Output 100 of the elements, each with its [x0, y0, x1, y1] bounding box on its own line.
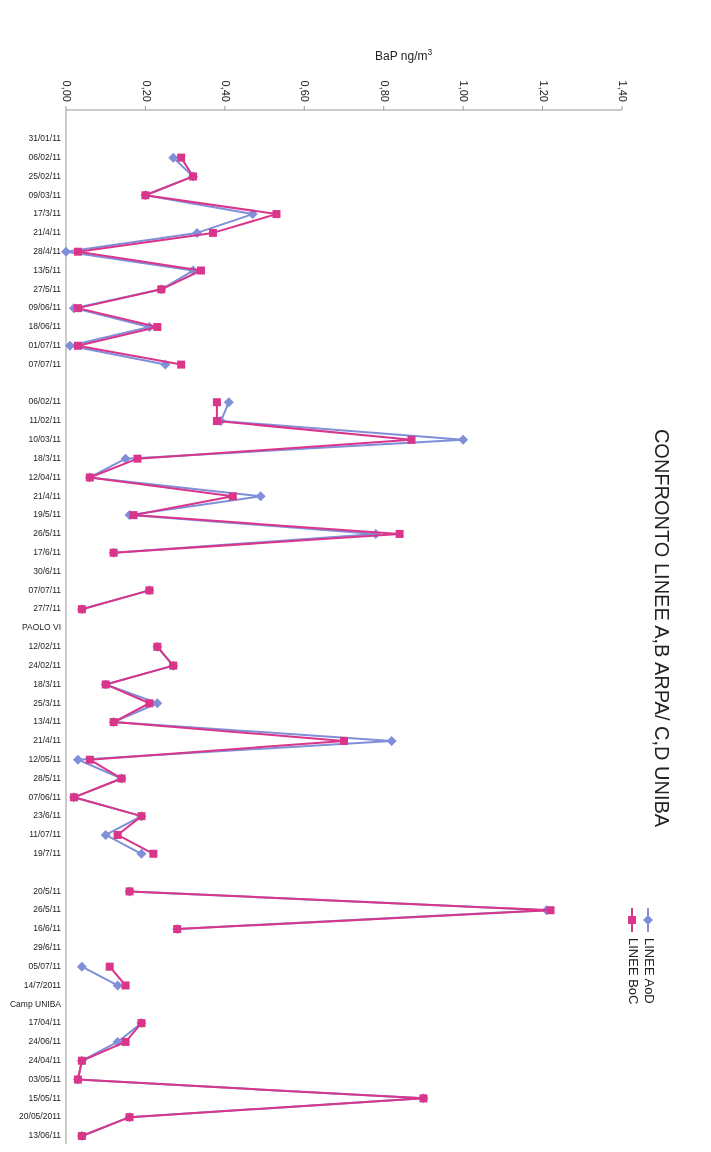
point [145, 699, 154, 708]
y-tick-label: Camp UNIBA [9, 998, 62, 1009]
x-tick-label: 1,20 [537, 80, 550, 102]
x-tick-label: 0,40 [219, 80, 232, 102]
point [228, 492, 237, 501]
y-tick-label: PAOLO VI [21, 622, 61, 633]
point [177, 153, 186, 162]
y-tick-label: 19/7/11 [33, 848, 62, 859]
y-tick-label: 09/06/11 [28, 302, 62, 313]
x-axis-title: BaP ng/m$^{3}$ [374, 47, 433, 63]
point [72, 754, 83, 765]
y-tick-label: 18/3/11 [33, 678, 62, 689]
y-tick-label: 12/05/11 [28, 753, 62, 764]
y-tick-label: 12/02/11 [28, 641, 62, 652]
point [208, 228, 217, 237]
y-tick-label: 20/5/11 [33, 885, 62, 896]
y-tick-label: 01/07/11 [28, 340, 62, 351]
y-tick-label: 29/6/11 [33, 942, 62, 953]
y-tick-label: 12/04/11 [28, 471, 62, 482]
legend-label: LINEE BoC [625, 938, 641, 1005]
x-tick-label: 0,60 [299, 80, 312, 102]
y-tick-label: 24/04/11 [28, 1054, 62, 1065]
y-tick-label: 11/02/11 [29, 415, 62, 426]
y-tick-label: 17/6/11 [33, 546, 62, 557]
point [73, 341, 82, 350]
y-tick-label: 21/4/11 [33, 735, 62, 746]
y-tick-label: 06/02/11 [28, 151, 62, 162]
y-tick-label: 21/4/11 [33, 227, 62, 238]
y-tick-label: 17/04/11 [28, 1017, 62, 1028]
point [152, 698, 163, 709]
point [112, 980, 123, 991]
point [212, 398, 221, 407]
point [85, 755, 94, 764]
y-tick-label: 09/03/11 [28, 189, 62, 200]
y-tick-label: 14/7/2011 [23, 979, 62, 990]
point [223, 397, 234, 408]
point [546, 906, 555, 915]
y-tick-label: 15/05/11 [28, 1092, 62, 1103]
y-tick-label: 13/4/11 [33, 716, 62, 727]
y-tick-label: 24/06/11 [28, 1036, 62, 1047]
point [133, 454, 142, 463]
point [340, 736, 348, 745]
y-tick-label: 18/3/11 [33, 452, 62, 463]
y-tick-label: 18/06/11 [28, 321, 62, 332]
y-tick-label: 16/6/11 [33, 923, 62, 934]
point [121, 1037, 130, 1046]
point [64, 340, 75, 351]
point [129, 511, 138, 520]
point [458, 434, 469, 445]
y-tick-label: 31/01/11 [28, 133, 62, 144]
point [76, 961, 87, 972]
point [73, 247, 82, 256]
x-tick-label: 0,20 [140, 80, 153, 102]
point [113, 830, 122, 839]
point [177, 360, 186, 369]
y-tick-label: 23/6/11 [33, 810, 62, 821]
x-tick-label: 0,80 [378, 80, 391, 102]
y-tick-label: 24/02/11 [28, 659, 62, 670]
y-tick-label: 25/02/11 [28, 170, 62, 181]
text: CONFRONTO LINEE A,B ARPA/ C,D UNIBA [650, 428, 673, 828]
y-tick-label: 28/4/11 [33, 245, 62, 256]
y-tick-label: 21/4/11 [33, 490, 62, 501]
y-tick-label: 06/02/11 [28, 396, 62, 407]
point [120, 453, 131, 464]
point [73, 304, 82, 313]
y-tick-label: 13/06/11 [28, 1130, 62, 1141]
point [212, 417, 221, 426]
point [407, 435, 416, 444]
x-tick-label: 1,40 [617, 80, 630, 102]
point [100, 829, 111, 840]
point [61, 246, 71, 257]
point [272, 210, 281, 219]
point [386, 735, 397, 746]
y-tick-label: 26/5/11 [33, 904, 62, 915]
point [197, 266, 206, 275]
legend-label: LINEE AoD [641, 938, 657, 1004]
y-tick-label: 17/3/11 [33, 208, 62, 219]
y-tick-label: 26/5/11 [33, 528, 62, 539]
y-tick-label: 30/6/11 [33, 565, 62, 576]
point [121, 981, 130, 990]
point [168, 152, 179, 163]
y-tick-label: 11/07/11 [29, 829, 62, 840]
point [395, 529, 404, 538]
y-tick-label: 27/5/11 [33, 283, 62, 294]
y-tick-label: 03/05/11 [28, 1073, 62, 1084]
y-tick-label: 05/07/11 [28, 960, 62, 971]
point [136, 848, 147, 859]
y-tick-label: 28/5/11 [33, 772, 62, 783]
x-tick-label: 1,00 [458, 80, 471, 102]
y-tick-label: 25/3/11 [33, 697, 62, 708]
y-tick-label: 19/5/11 [33, 509, 62, 520]
y-tick-label: 07/06/11 [28, 791, 62, 802]
y-tick-label: 27/7/11 [33, 603, 62, 614]
point [153, 322, 162, 331]
y-tick-label: 20/05/2011 [19, 1111, 62, 1122]
x-tick-label: 0,00 [61, 80, 74, 102]
point [149, 849, 158, 858]
y-tick-label: 07/07/11 [28, 358, 62, 369]
y-tick-label: 07/07/11 [28, 584, 62, 595]
y-tick-label: 10/03/11 [28, 434, 62, 445]
